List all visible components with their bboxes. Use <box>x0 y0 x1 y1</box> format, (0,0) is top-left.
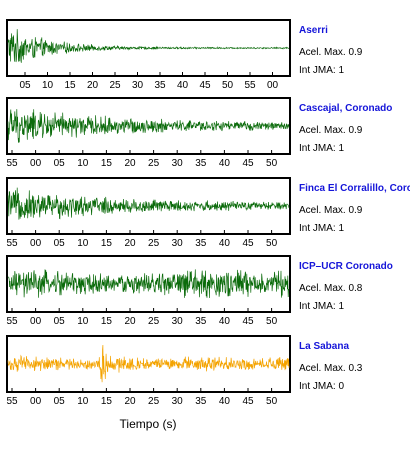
x-tick-label: 45 <box>242 238 254 249</box>
x-tick-label: 50 <box>222 80 234 91</box>
max-acceleration: Acel. Max. 0.9 <box>299 205 363 216</box>
jma-intensity: Int JMA: 1 <box>299 143 344 154</box>
station-name: Finca El Corralillo, Coronado <box>299 183 410 194</box>
x-tick-label: 40 <box>219 396 231 407</box>
waveform-trace <box>7 269 290 299</box>
x-tick-label: 45 <box>242 158 254 169</box>
x-tick-label: 50 <box>266 158 278 169</box>
waveform-trace <box>7 29 290 63</box>
x-tick-label: 00 <box>267 80 279 91</box>
waveform-trace <box>7 109 290 143</box>
x-tick-label: 45 <box>242 316 254 327</box>
seismogram-panel: 55 00 05 10 15 20 25 30 35 40 45 50 Finca El Corrali… <box>6 177 410 249</box>
plot-frame <box>6 255 291 313</box>
x-tick-label: 55 <box>6 158 18 169</box>
x-tick-label: 35 <box>195 316 207 327</box>
x-tick-label: 35 <box>195 158 207 169</box>
seismogram-panel: 55 00 05 10 15 20 25 30 35 40 45 50 Cascajal, Corona… <box>6 97 392 169</box>
x-tick-label: 20 <box>124 158 136 169</box>
max-acceleration: Acel. Max. 0.9 <box>299 47 363 58</box>
x-tick-label: 00 <box>30 238 42 249</box>
jma-intensity: Int JMA: 1 <box>299 301 344 312</box>
x-tick-label: 00 <box>30 316 42 327</box>
station-name: La Sabana <box>299 341 349 352</box>
x-tick-label: 50 <box>266 396 278 407</box>
x-tick-label: 20 <box>124 316 136 327</box>
x-tick-label: 20 <box>124 396 136 407</box>
seismogram-panel: 55 00 05 10 15 20 25 30 35 40 45 50 La Sabana Acel. M… <box>6 335 363 407</box>
x-tick-label: 10 <box>77 238 89 249</box>
x-tick-label: 20 <box>124 238 136 249</box>
seismogram-panel: 55 00 05 10 15 20 25 30 35 40 45 50 ICP–UCR Coronado… <box>6 255 393 327</box>
max-acceleration: Acel. Max. 0.3 <box>299 363 363 374</box>
x-tick-label: 25 <box>148 316 160 327</box>
x-tick-label: 05 <box>54 396 66 407</box>
waveform-trace <box>7 187 290 220</box>
x-tick-label: 55 <box>6 316 18 327</box>
plot-frame <box>6 335 291 393</box>
x-tick-label: 15 <box>101 158 113 169</box>
x-tick-label: 30 <box>172 396 184 407</box>
x-tick-label: 05 <box>54 238 66 249</box>
x-tick-label: 25 <box>148 158 160 169</box>
x-tick-label: 30 <box>172 158 184 169</box>
x-tick-label: 25 <box>148 238 160 249</box>
x-tick-label: 55 <box>244 80 256 91</box>
x-tick-label: 45 <box>199 80 211 91</box>
x-tick-label: 20 <box>87 80 99 91</box>
x-tick-label: 25 <box>148 396 160 407</box>
station-name: ICP–UCR Coronado <box>299 261 393 272</box>
x-tick-label: 05 <box>54 158 66 169</box>
x-tick-label: 10 <box>42 80 54 91</box>
seismogram-panel: 05 10 15 20 25 30 35 40 45 50 55 00 Aserri Acel. Max.… <box>6 19 363 91</box>
x-tick-label: 40 <box>219 158 231 169</box>
jma-intensity: Int JMA: 1 <box>299 223 344 234</box>
plot-frame <box>6 19 291 77</box>
x-tick-label: 15 <box>64 80 76 91</box>
x-tick-label: 30 <box>172 238 184 249</box>
x-tick-label: 15 <box>101 396 113 407</box>
x-tick-label: 35 <box>154 80 166 91</box>
x-tick-label: 10 <box>77 158 89 169</box>
x-tick-label: 45 <box>242 396 254 407</box>
jma-intensity: Int JMA: 1 <box>299 65 344 76</box>
station-name: Cascajal, Coronado <box>299 103 392 114</box>
x-tick-label: 00 <box>30 396 42 407</box>
jma-intensity: Int JMA: 0 <box>299 381 344 392</box>
plot-frame <box>6 177 291 235</box>
x-tick-label: 00 <box>30 158 42 169</box>
x-tick-label: 55 <box>6 396 18 407</box>
x-axis-label: Tiempo (s) <box>120 417 177 431</box>
x-tick-label: 25 <box>109 80 121 91</box>
x-tick-label: 30 <box>132 80 144 91</box>
x-tick-label: 40 <box>177 80 189 91</box>
x-tick-label: 35 <box>195 396 207 407</box>
x-tick-label: 55 <box>6 238 18 249</box>
x-tick-label: 50 <box>266 316 278 327</box>
x-tick-label: 15 <box>101 238 113 249</box>
x-tick-label: 10 <box>77 396 89 407</box>
x-tick-label: 15 <box>101 316 113 327</box>
x-tick-label: 10 <box>77 316 89 327</box>
max-acceleration: Acel. Max. 0.9 <box>299 125 363 136</box>
x-tick-label: 35 <box>195 238 207 249</box>
station-name: Aserri <box>299 25 328 36</box>
x-tick-label: 40 <box>219 238 231 249</box>
x-tick-label: 30 <box>172 316 184 327</box>
x-tick-label: 50 <box>266 238 278 249</box>
x-tick-label: 05 <box>54 316 66 327</box>
x-tick-label: 40 <box>219 316 231 327</box>
x-tick-label: 05 <box>19 80 31 91</box>
waveform-trace <box>7 344 290 383</box>
max-acceleration: Acel. Max. 0.8 <box>299 283 363 294</box>
plot-frame <box>6 97 291 155</box>
